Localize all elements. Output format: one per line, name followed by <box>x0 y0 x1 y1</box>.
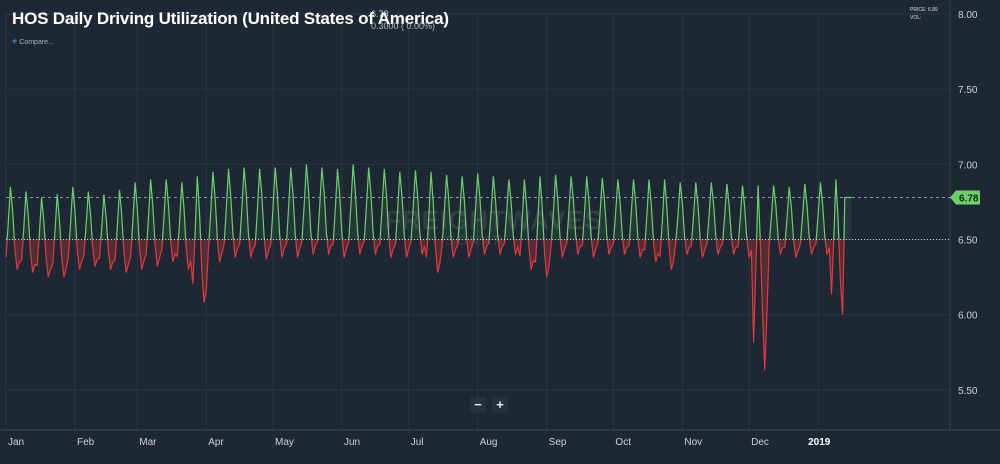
x-tick-label: May <box>275 437 294 448</box>
x-tick-label: Apr <box>208 437 224 448</box>
plus-icon: + <box>12 36 18 46</box>
x-tick-label: Oct <box>615 437 631 448</box>
x-tick-label: Aug <box>480 437 498 448</box>
watermark-logo: FREIGHTWAVES <box>385 205 604 235</box>
x-tick-label: 2019 <box>808 437 831 448</box>
compare-label: Compare... <box>19 39 54 46</box>
series-line-above <box>6 164 852 240</box>
zoom-in-button[interactable]: + <box>492 397 508 413</box>
price-block: 6.78 0.3000 ( 0.00%) <box>371 8 435 32</box>
y-tick-label: 5.50 <box>958 386 978 397</box>
zoom-out-button[interactable]: − <box>470 397 486 413</box>
y-tick-label: 7.50 <box>958 85 978 96</box>
x-tick-label: Mar <box>139 437 157 448</box>
price-change: 0.3000 ( 0.00%) <box>371 21 436 31</box>
x-tick-label: Nov <box>684 437 702 448</box>
current-price: 6.78 <box>371 9 389 19</box>
current-value-badge <box>950 190 980 205</box>
compare-button[interactable]: + Compare... <box>12 36 54 46</box>
area-below <box>6 239 852 371</box>
chart-title: HOS Daily Driving Utilization (United St… <box>12 9 449 28</box>
series-line-below <box>5 239 845 371</box>
y-tick-label: 8.00 <box>958 10 978 21</box>
x-tick-label: Jun <box>344 437 360 448</box>
vol-info: VOL: <box>910 15 922 21</box>
x-tick-label: Jul <box>411 437 424 448</box>
current-value-label: 6.78 <box>959 193 979 204</box>
y-tick-label: 6.50 <box>958 236 978 247</box>
watermark-sub: SONAR <box>445 232 506 248</box>
zoom-controls: − + <box>470 397 508 413</box>
x-tick-label: Sep <box>549 437 567 448</box>
y-tick-label: 7.00 <box>958 160 978 171</box>
y-tick-label: 6.00 <box>958 311 978 322</box>
x-tick-label: Feb <box>77 437 95 448</box>
x-tick-label: Dec <box>751 437 769 448</box>
info-block: PRICE: 6.89 VOL: <box>910 6 938 22</box>
price-info: PRICE: 6.89 <box>910 7 938 13</box>
x-tick-label: Jan <box>8 437 24 448</box>
